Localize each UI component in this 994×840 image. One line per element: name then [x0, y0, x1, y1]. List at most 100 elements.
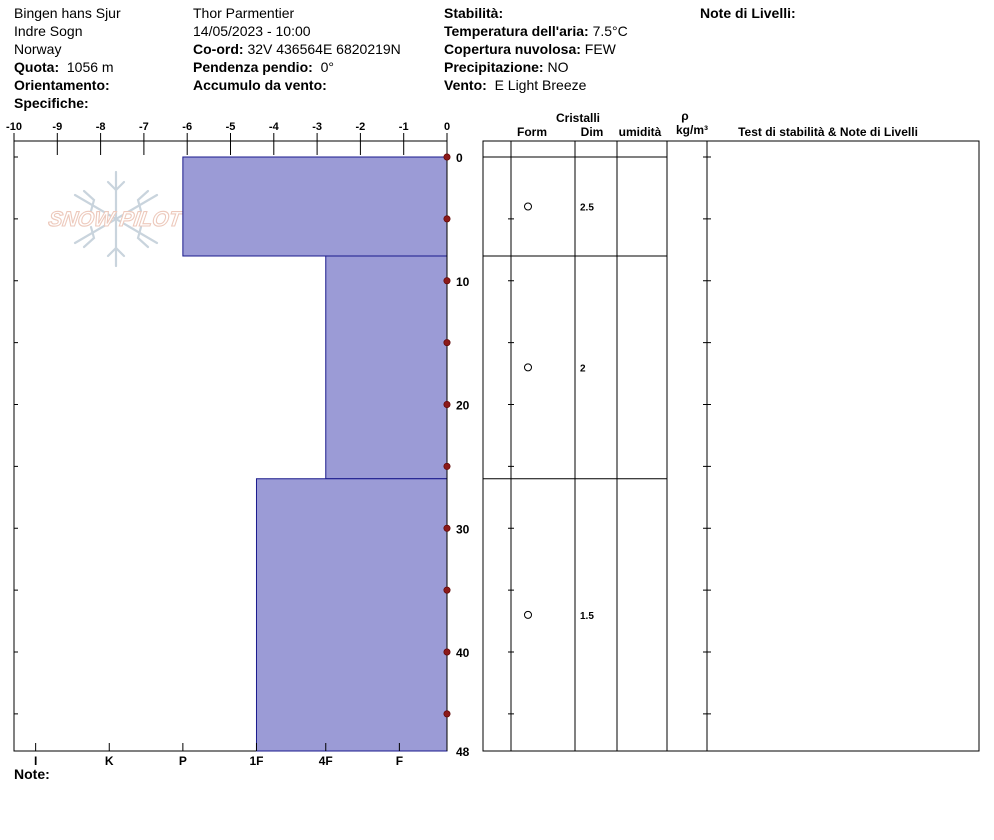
sky-label: Copertura nuvolosa: — [444, 41, 581, 57]
layer-table — [482, 140, 980, 752]
wind-loading-label: Accumulo da vento: — [193, 77, 327, 93]
sky-value: FEW — [584, 41, 616, 57]
air-temp-row: Temperatura dell'aria: 7.5°C — [444, 22, 628, 40]
temperature-tick-label: -9 — [52, 121, 62, 133]
depth-tick-label: 48 — [456, 745, 470, 759]
conditions-block: Stabilità: Temperatura dell'aria: 7.5°C … — [444, 4, 628, 94]
depth-tick-label: 0 — [456, 151, 463, 165]
temperature-tick-label: -6 — [182, 121, 192, 133]
temperature-point — [443, 648, 451, 656]
observer-name: Thor Parmentier — [193, 5, 295, 21]
temperature-point — [443, 215, 451, 223]
coord-row: Co-ord: 32V 436564E 6820219N — [193, 40, 401, 58]
specifics-label: Specifiche: — [14, 95, 89, 111]
footer-notes: Note: — [14, 765, 50, 783]
hardness-axis-bottom: I K P 1F 4F F — [34, 743, 403, 768]
wind-row: Vento: E Light Breeze — [444, 76, 628, 94]
hardness-bar — [255, 478, 448, 752]
moisture-header: umidità — [619, 125, 662, 139]
sky-row: Copertura nuvolosa: FEW — [444, 40, 628, 58]
temperature-points — [443, 153, 451, 718]
coord-value: 32V 436564E 6820219N — [247, 41, 401, 57]
temperature-point — [443, 710, 451, 718]
aspect-label: Orientamento: — [14, 77, 110, 93]
precip-label: Precipitazione: — [444, 59, 544, 75]
temperature-point — [443, 277, 451, 285]
layer-table-frame — [482, 140, 980, 752]
depth-tick-label: 20 — [456, 399, 470, 413]
hardness-tick-label: I — [34, 754, 37, 768]
temperature-point — [443, 153, 451, 161]
grain-form-icon — [524, 363, 532, 372]
snowflake-icon — [73, 170, 159, 268]
air-temp-label: Temperatura dell'aria: — [444, 23, 589, 39]
stability-row: Stabilità: — [444, 4, 628, 22]
density-symbol: ρ — [681, 109, 688, 123]
hardness-bars — [182, 156, 448, 752]
temperature-tick-label: -1 — [399, 121, 409, 133]
grain-form-icon — [524, 202, 532, 211]
grain-size-value: 2 — [580, 363, 586, 374]
temperature-tick-label: -2 — [356, 121, 366, 133]
wind-label: Vento: — [444, 77, 487, 93]
slope-label: Pendenza pendio: — [193, 59, 313, 75]
temperature-axis-top: -10 -9 -8 -7 -6 -5 -4 -3 -2 -1 0 — [6, 121, 450, 155]
hardness-tick-label: 4F — [319, 754, 333, 768]
grain-size-value: 1.5 — [580, 611, 594, 622]
grain-size-value: 2.5 — [580, 203, 594, 214]
hardness-bar — [325, 255, 448, 480]
temperature-tick-label: -5 — [226, 121, 236, 133]
hardness-tick-label: P — [179, 754, 187, 768]
observation-datetime: 14/05/2023 - 10:00 — [193, 23, 311, 39]
layer-notes-label: Note di Livelli: — [700, 5, 796, 21]
depth-tick-label: 40 — [456, 646, 470, 660]
notes-label: Note: — [14, 766, 50, 782]
watermark-text: SNOW PILOT — [47, 208, 185, 231]
location-country: Norway — [14, 41, 62, 57]
hardness-bar — [182, 156, 448, 257]
size-header: Dim — [581, 125, 604, 139]
temperature-tick-label: -8 — [96, 121, 106, 133]
grain-form-icon — [524, 610, 532, 619]
aspect-row: Orientamento: — [14, 76, 121, 94]
temperature-tick-label: -3 — [312, 121, 322, 133]
specifics-row: Specifiche: — [14, 94, 121, 112]
location-name: Bingen hans Sjur — [14, 5, 121, 21]
temperature-tick-label: -10 — [6, 121, 22, 133]
density-unit: kg/m³ — [676, 123, 708, 137]
temperature-point — [443, 462, 451, 470]
snowpilot-watermark: SNOW PILOT — [47, 170, 186, 268]
elevation-value: 1056 m — [66, 59, 114, 75]
temperature-point — [443, 586, 451, 594]
air-temp-value: 7.5°C — [592, 23, 628, 39]
temperature-point — [443, 524, 451, 532]
layer-notes-block: Note di Livelli: — [700, 4, 796, 22]
precip-value: NO — [547, 59, 569, 75]
form-header: Form — [517, 125, 547, 139]
temperature-tick-label: -4 — [269, 121, 280, 133]
elevation-label: Quota: — [14, 59, 60, 75]
wind-value: E Light Breeze — [494, 77, 587, 93]
temperature-point — [443, 339, 451, 347]
temperature-point — [443, 400, 451, 408]
slope-row: Pendenza pendio: 0° — [193, 58, 401, 76]
location-region: Indre Sogn — [14, 23, 83, 39]
tests-header: Test di stabilità & Note di Livelli — [738, 125, 918, 139]
hardness-tick-label: 1F — [249, 754, 263, 768]
elevation-row: Quota: 1056 m — [14, 58, 121, 76]
hardness-tick-label: F — [396, 754, 403, 768]
location-block: Bingen hans Sjur Indre Sogn Norway Quota… — [14, 4, 121, 112]
slope-value: 0° — [320, 59, 334, 75]
depth-tick-label: 10 — [456, 275, 470, 289]
wind-loading-row: Accumulo da vento: — [193, 76, 401, 94]
observer-block: Thor Parmentier 14/05/2023 - 10:00 Co-or… — [193, 4, 401, 94]
hardness-tick-label: K — [105, 754, 114, 768]
temperature-tick-label: -7 — [139, 121, 149, 133]
stability-label: Stabilità: — [444, 5, 504, 21]
depth-tick-label: 30 — [456, 522, 470, 536]
coord-label: Co-ord: — [193, 41, 244, 57]
temperature-tick-label: 0 — [444, 121, 450, 133]
layer-table-rows: 2.5 2 1.5 — [483, 156, 667, 622]
precip-row: Precipitazione: NO — [444, 58, 628, 76]
